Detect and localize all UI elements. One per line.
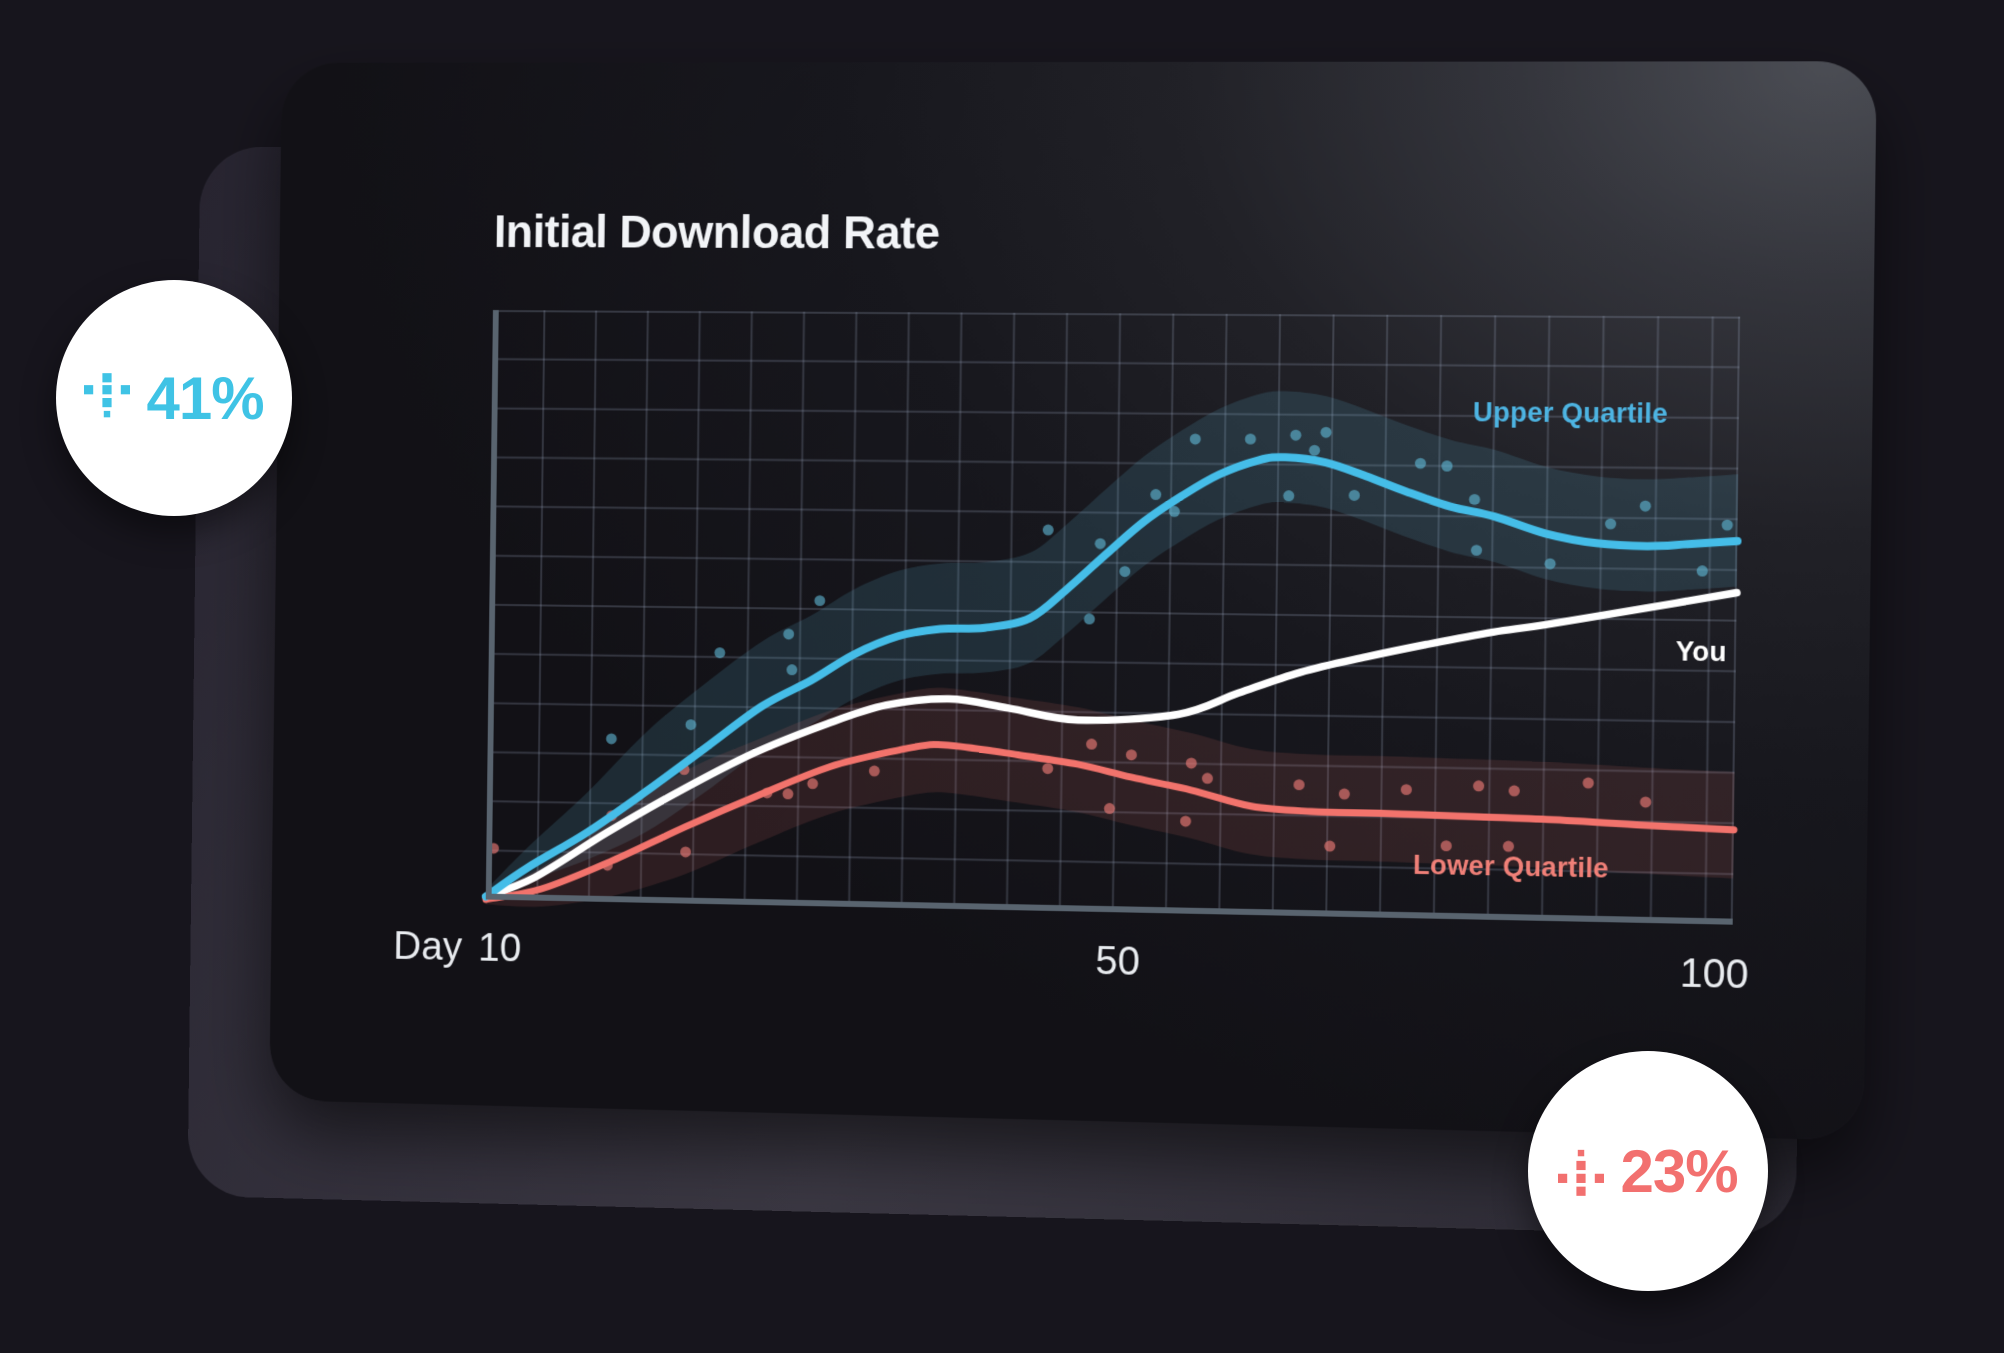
x-axis-title: Day [393,924,463,969]
x-tick-50: 50 [1095,938,1141,984]
chart-card: Initial Download Rate Upper Quartile You L… [269,61,1877,1141]
stat-badge-up: 41% [56,280,292,516]
series-label-lower-quartile: Lower Quartile [1412,849,1609,884]
stat-badge-up-value: 41% [146,364,264,432]
chart-title: Initial Download Rate [493,205,941,259]
x-tick-100: 100 [1679,951,1749,998]
stat-badge-down-value: 23% [1620,1137,1738,1205]
pixel-arrow-down-icon [1558,1149,1605,1196]
x-tick-10: 10 [477,925,522,971]
x-axis-ticks: 10 50 100 [478,926,1749,1005]
series-label-upper-quartile: Upper Quartile [1472,397,1668,430]
stat-badge-down: 23% [1528,1051,1768,1291]
series-label-you: You [1675,635,1727,667]
series-labels: Upper Quartile You Lower Quartile [486,310,1740,925]
line-chart [486,310,1740,932]
plot-area: Upper Quartile You Lower Quartile [486,310,1740,932]
pixel-arrow-up-icon [84,373,131,418]
